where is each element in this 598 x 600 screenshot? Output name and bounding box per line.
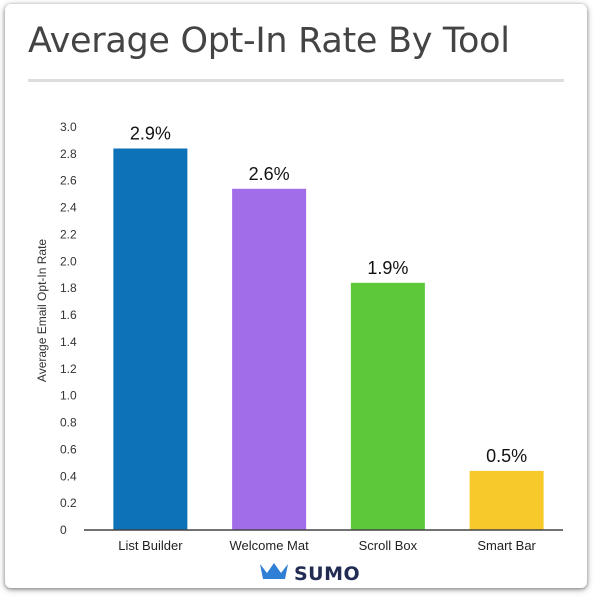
y-tick-label: 1.0 xyxy=(60,389,77,403)
y-tick-label: 2.2 xyxy=(60,227,77,241)
x-tick-label: Scroll Box xyxy=(359,538,418,553)
title-divider xyxy=(28,79,564,82)
y-tick-label: 0.8 xyxy=(60,416,77,430)
y-tick-label: 2.4 xyxy=(60,201,77,215)
data-label: 2.6% xyxy=(249,164,290,184)
bars xyxy=(113,148,544,530)
y-tick-label: 2.8 xyxy=(60,147,77,161)
x-tick-label: Welcome Mat xyxy=(230,538,310,553)
logo-text: SUMO xyxy=(294,562,361,585)
y-tick-label: 2.0 xyxy=(60,254,77,268)
y-tick-label: 1.8 xyxy=(60,281,77,295)
data-labels: 2.9% 2.6% 1.9% 0.5% xyxy=(130,123,527,465)
y-tick-label: 2.6 xyxy=(60,174,77,188)
data-label: 2.9% xyxy=(130,123,171,143)
y-tick-label: 1.2 xyxy=(60,362,77,376)
bar xyxy=(113,148,188,530)
y-tick-label: 0 xyxy=(60,523,67,537)
bar xyxy=(232,188,307,530)
y-tick-label: 0.4 xyxy=(60,469,77,483)
y-tick-label: 0.6 xyxy=(60,442,77,456)
x-tick-label: List Builder xyxy=(118,538,183,553)
y-tick-label: 3.0 xyxy=(60,120,77,134)
y-axis-ticks: 0 0.2 0.4 0.6 0.8 1.0 1.2 1.4 1.6 1.8 2.0 2.2 2.4 2.6… xyxy=(60,120,77,537)
y-tick-label: 1.4 xyxy=(60,335,77,349)
y-tick-label: 1.6 xyxy=(60,308,77,322)
data-label: 0.5% xyxy=(486,446,527,466)
y-axis-label: Average Email Opt-In Rate xyxy=(35,239,49,383)
x-axis-ticks: List Builder Welcome Mat Scroll Box Smart B… xyxy=(118,538,536,553)
bar xyxy=(469,470,544,530)
sumo-logo: SUMO xyxy=(258,561,360,586)
data-label: 1.9% xyxy=(367,258,408,278)
chart-title: Average Opt-In Rate By Tool xyxy=(28,21,510,61)
y-tick-label: 0.2 xyxy=(60,496,77,510)
x-tick-label: Smart Bar xyxy=(477,538,536,553)
crown-icon xyxy=(258,561,290,586)
bar xyxy=(350,282,425,530)
